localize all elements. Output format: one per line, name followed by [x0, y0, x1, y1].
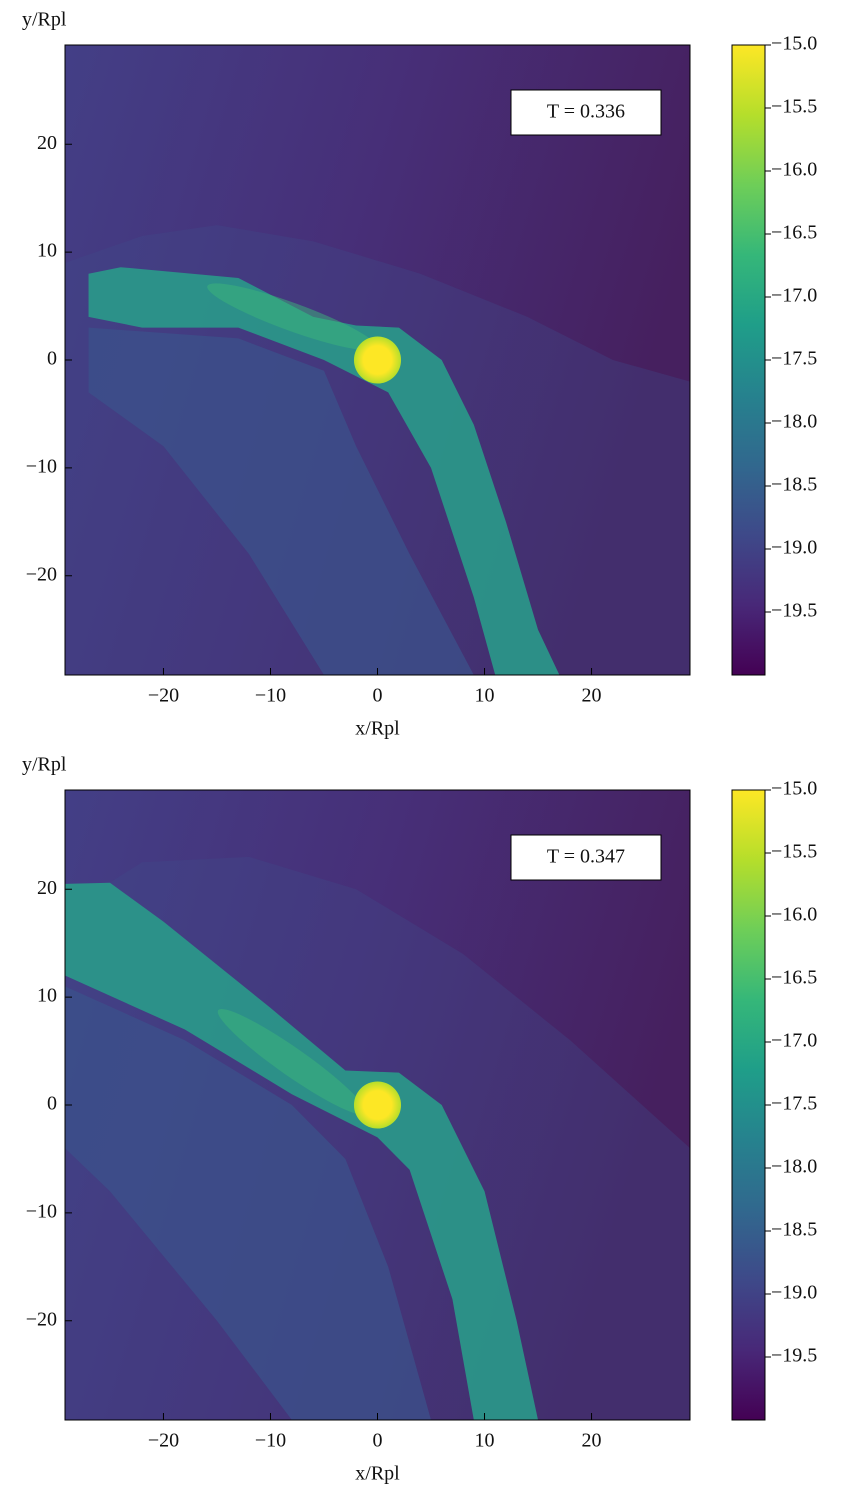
x-tick-label: −10 — [255, 685, 286, 707]
stream-core — [217, 1008, 367, 1115]
colorbar-tick-label: −15.0 — [771, 778, 817, 800]
planet — [353, 336, 402, 384]
annotation: T = 0.347 — [547, 846, 625, 868]
stream — [65, 882, 539, 1420]
panel: −20 −10 0 10 20 −20 −10 0 10 20 x/Rpl y/Rpl T = 0.34… — [22, 754, 817, 1485]
x-tick-label: 0 — [373, 1430, 383, 1452]
colorbar-tick-label: −16.5 — [771, 967, 817, 989]
y-tick-label: 0 — [47, 1093, 57, 1115]
y-tick-label: 10 — [37, 985, 57, 1007]
y-tick-label: 10 — [37, 240, 57, 262]
y-tick-label: −20 — [26, 563, 57, 585]
colorbar-tick-label: −18.5 — [771, 1219, 817, 1241]
y-tick-label: −10 — [26, 455, 57, 477]
x-tick-label: 20 — [582, 685, 602, 707]
colorbar-tick-label: −19.5 — [771, 600, 817, 622]
annotation: T = 0.336 — [547, 101, 625, 123]
colorbar-tick-label: −17.5 — [771, 1093, 817, 1115]
stream-core — [207, 283, 377, 351]
x-tick-label: 0 — [373, 685, 383, 707]
x-tick-label: 20 — [582, 1430, 602, 1452]
colorbar-tick-label: −16.5 — [771, 222, 817, 244]
heatmap — [65, 45, 690, 675]
x-tick-label: 10 — [475, 685, 495, 707]
colorbar-tick-label: −17.0 — [771, 285, 817, 307]
colorbar — [731, 44, 766, 676]
colorbar-tick-label: −19.0 — [771, 1282, 817, 1304]
colorbar-tick-label: −15.5 — [771, 96, 817, 118]
colorbar — [731, 789, 766, 1421]
stream — [88, 267, 560, 675]
colorbar-tick-label: −19.0 — [771, 537, 817, 559]
colorbar-tick-label: −18.0 — [771, 1156, 817, 1178]
planet — [353, 1081, 402, 1129]
turbulent-wake — [65, 986, 432, 1420]
turbulent-wake — [88, 327, 474, 675]
colorbar-tick-label: −16.0 — [771, 904, 817, 926]
y-tick-label: 0 — [47, 348, 57, 370]
colorbar-tick-label: −19.5 — [771, 1345, 817, 1367]
colorbar-tick-label: −18.0 — [771, 411, 817, 433]
heatmap — [65, 790, 690, 1420]
colorbar-tick-label: −17.0 — [771, 1030, 817, 1052]
colorbar-tick-label: −17.5 — [771, 348, 817, 370]
annotation-box — [510, 89, 662, 136]
y-tick-label: −10 — [26, 1200, 57, 1222]
y-tick-label: −20 — [26, 1308, 57, 1330]
colorbar-tick-label: −15.5 — [771, 841, 817, 863]
x-axis-label: x/Rpl — [355, 718, 400, 740]
y-tick-label: 20 — [37, 877, 57, 899]
colorbar-tick-label: −16.0 — [771, 159, 817, 181]
annotation-box — [510, 834, 662, 881]
x-axis-label: x/Rpl — [355, 1463, 400, 1485]
y-axis-label: y/Rpl — [22, 754, 67, 776]
colorbar-tick-label: −18.5 — [771, 474, 817, 496]
y-axis-label: y/Rpl — [22, 9, 67, 31]
x-tick-label: −20 — [148, 685, 179, 707]
x-tick-label: −20 — [148, 1430, 179, 1452]
colorbar-tick-label: −15.0 — [771, 33, 817, 55]
y-tick-label: 20 — [37, 132, 57, 154]
panel: −20 −10 0 10 20 −20 −10 0 10 20 x/Rpl y/Rpl T = 0.33… — [22, 9, 817, 740]
x-tick-label: −10 — [255, 1430, 286, 1452]
x-tick-label: 10 — [475, 1430, 495, 1452]
